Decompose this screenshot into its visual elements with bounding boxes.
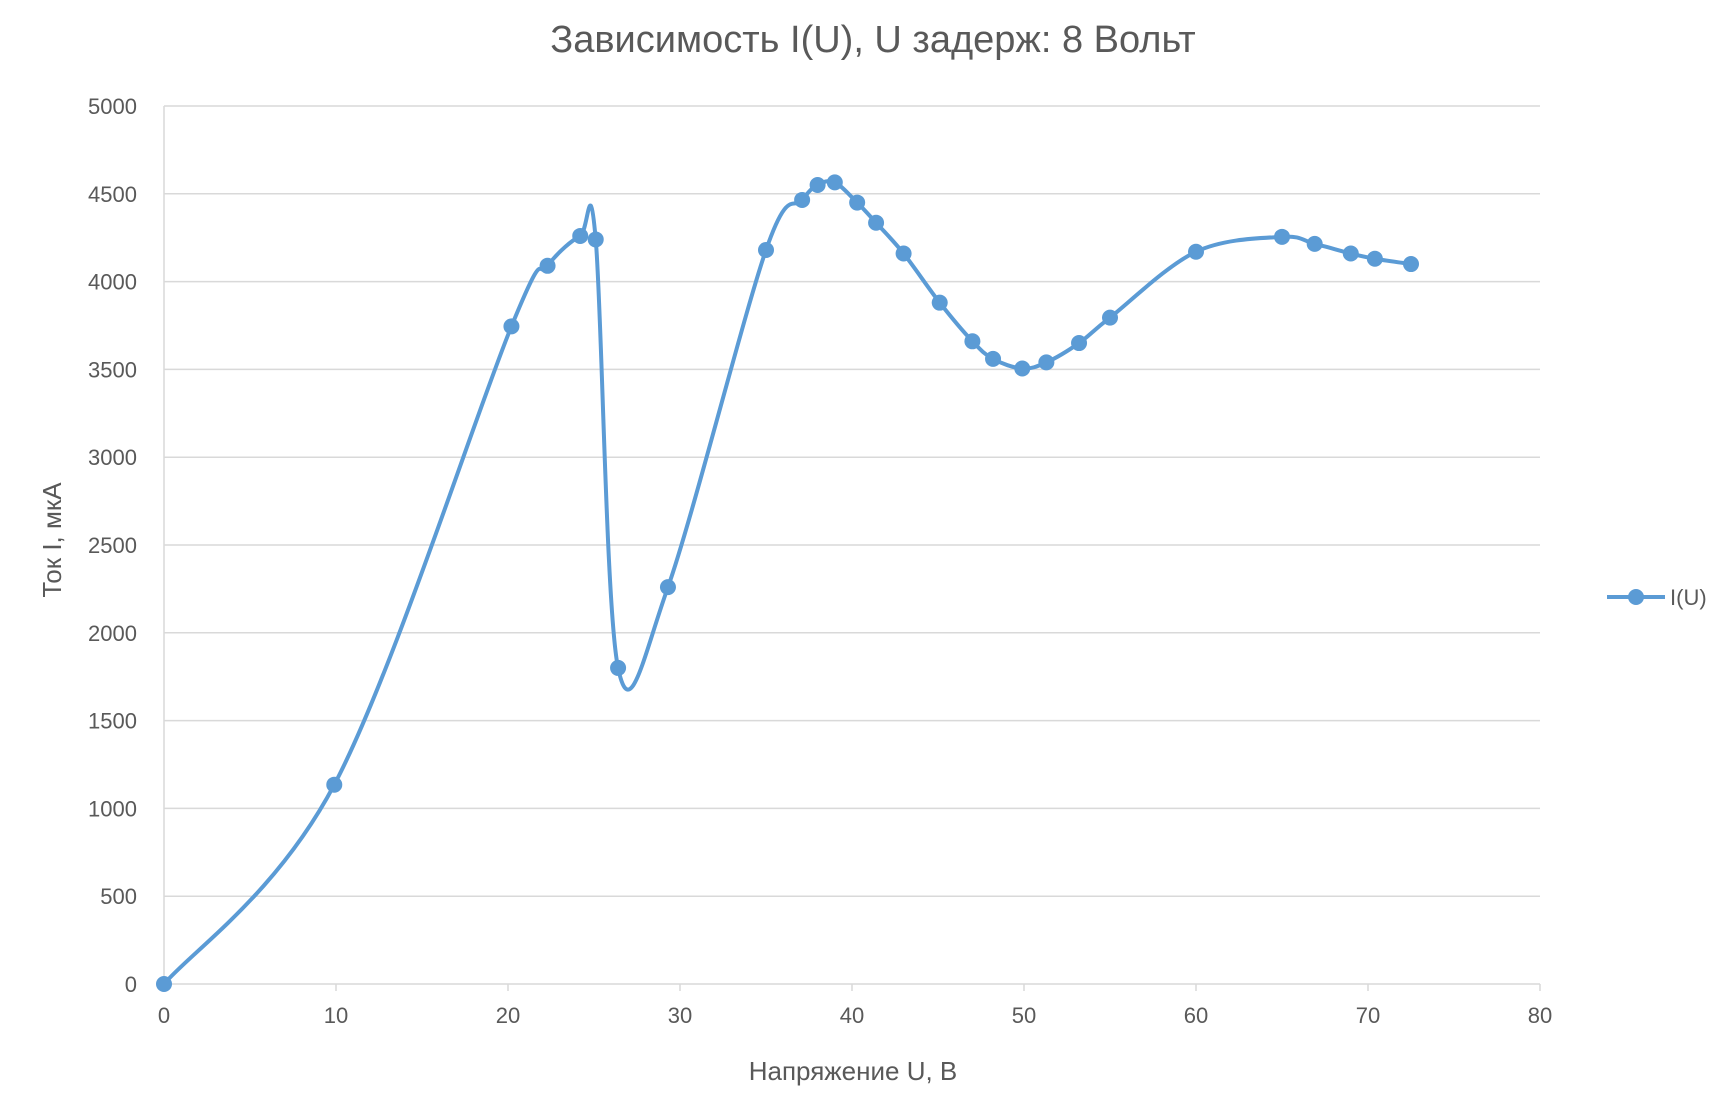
x-tick-labels: 0 10 20 30 40 50 60 70 80 [158, 1003, 1552, 1028]
series-markers [156, 174, 1419, 992]
data-point [1342, 245, 1359, 262]
x-tick-label: 70 [1356, 1003, 1380, 1028]
data-point [1188, 243, 1204, 260]
x-tick-label: 60 [1184, 1003, 1208, 1028]
legend-marker-swatch [1628, 589, 1644, 605]
data-point [868, 214, 885, 231]
legend-label: I(U) [1670, 585, 1707, 610]
series-line-i-u [162, 179, 1413, 986]
y-tick-label: 2000 [88, 621, 137, 646]
data-point [610, 659, 627, 676]
data-point [794, 191, 811, 208]
data-point [758, 241, 774, 258]
data-point [659, 579, 676, 596]
y-tick-label: 3000 [88, 445, 137, 470]
y-tick-label: 4500 [88, 182, 137, 207]
y-tick-label: 5000 [88, 94, 137, 119]
y-tick-label: 4000 [88, 270, 137, 295]
data-point [326, 776, 343, 793]
data-point [1102, 309, 1118, 326]
data-point [1403, 256, 1419, 273]
x-tick-label: 10 [324, 1003, 348, 1028]
data-point [1306, 235, 1323, 252]
chart-title: Зависимость I(U), U задерж: 8 Вольт [550, 19, 1195, 61]
data-point [572, 227, 589, 244]
data-point [156, 976, 172, 992]
y-axis-title: Ток I, мкА [37, 482, 67, 598]
data-point [1366, 250, 1383, 267]
data-point [1071, 335, 1088, 352]
data-point [1014, 360, 1031, 377]
y-tick-label: 500 [100, 884, 137, 909]
y-tick-label: 2500 [88, 533, 137, 558]
legend: I(U) [1607, 585, 1707, 610]
data-point [964, 333, 981, 350]
x-axis-title: Напряжение U, В [749, 1056, 958, 1086]
x-tick-label: 30 [668, 1003, 692, 1028]
data-point [985, 350, 1002, 367]
data-point [931, 294, 948, 311]
data-point [539, 257, 556, 274]
data-point [503, 318, 520, 335]
data-point [587, 231, 604, 248]
x-tick-label: 80 [1528, 1003, 1552, 1028]
x-tick-label: 40 [840, 1003, 864, 1028]
axes [163, 106, 1541, 991]
y-tick-labels: 0 500 1000 1500 2000 2500 3000 3500 4000 4500 5000 [88, 94, 137, 997]
y-tick-label: 1000 [88, 796, 137, 821]
y-tick-label: 3500 [88, 357, 137, 382]
y-tick-label: 1500 [88, 709, 137, 734]
x-tick-label: 20 [496, 1003, 520, 1028]
gridlines [164, 105, 1540, 897]
data-point [1274, 228, 1290, 245]
x-tick-label: 0 [158, 1003, 170, 1028]
data-point [849, 194, 866, 211]
y-tick-label: 0 [125, 972, 137, 997]
data-point [1038, 354, 1055, 371]
data-point [826, 174, 843, 191]
data-point [895, 245, 912, 262]
data-point [809, 177, 826, 194]
x-tick-label: 50 [1012, 1003, 1036, 1028]
series-i-u [162, 179, 1413, 986]
